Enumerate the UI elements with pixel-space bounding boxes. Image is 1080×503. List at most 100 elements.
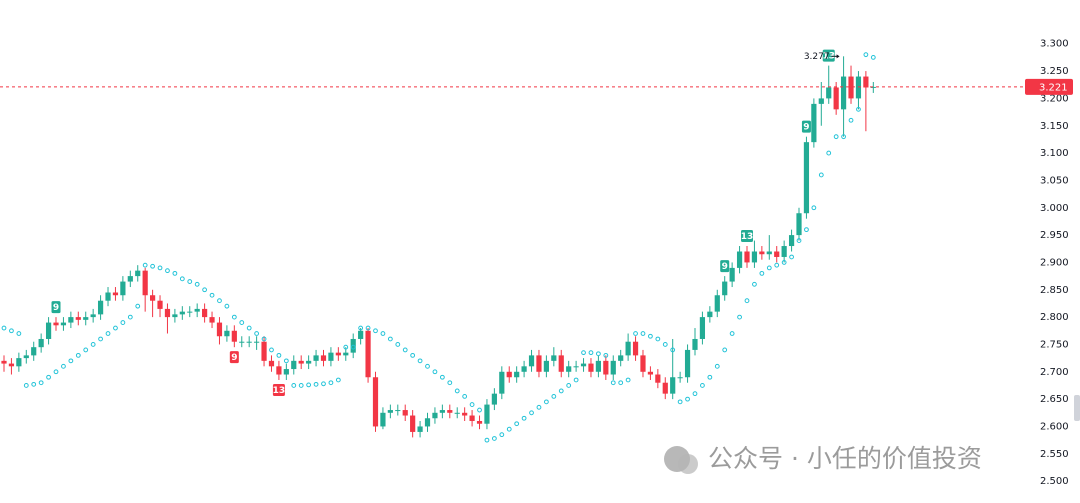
candle-body bbox=[224, 330, 230, 337]
candle-body bbox=[276, 366, 282, 375]
candle-body bbox=[625, 341, 631, 356]
y-tick-label: 2.900 bbox=[1040, 257, 1069, 268]
sar-dot bbox=[804, 227, 809, 233]
candle-body bbox=[380, 412, 386, 427]
sar-dot bbox=[692, 391, 698, 397]
sar-dot bbox=[298, 383, 304, 388]
sar-dot bbox=[870, 55, 876, 60]
sar-dot bbox=[781, 260, 787, 265]
candle-body bbox=[632, 341, 639, 356]
candle-body bbox=[387, 410, 393, 413]
candle-body bbox=[38, 338, 44, 348]
sar-dot bbox=[187, 279, 193, 284]
candle-body bbox=[551, 355, 557, 361]
sar-dot bbox=[521, 415, 527, 421]
candle-body bbox=[618, 355, 624, 361]
candle-body bbox=[31, 347, 37, 356]
sar-dot bbox=[202, 287, 208, 293]
td-badge bbox=[741, 230, 753, 243]
sar-dot bbox=[737, 314, 742, 320]
td-badge bbox=[720, 260, 730, 273]
candle-body bbox=[521, 366, 527, 372]
sar-dot bbox=[566, 383, 572, 388]
candle-body bbox=[714, 295, 720, 312]
sar-dot bbox=[625, 377, 631, 383]
y-tick-label: 3.000 bbox=[1040, 203, 1069, 214]
candle-body bbox=[202, 308, 208, 318]
sar-dot bbox=[335, 377, 341, 383]
sar-dot bbox=[484, 437, 490, 443]
candle-body bbox=[580, 363, 587, 367]
sar-dot bbox=[469, 402, 475, 407]
candle-body bbox=[16, 358, 22, 367]
sar-dot bbox=[454, 388, 460, 394]
sar-dot bbox=[313, 381, 319, 387]
wechat-icon bbox=[678, 454, 698, 474]
candle-body bbox=[372, 377, 379, 427]
candle-body bbox=[194, 308, 200, 312]
td-label: 13 bbox=[741, 232, 754, 242]
candle-body bbox=[283, 369, 289, 375]
sar-dot bbox=[848, 117, 854, 123]
candle-body bbox=[209, 317, 215, 323]
candle-body bbox=[811, 103, 817, 143]
sar-dot bbox=[640, 331, 646, 336]
sar-dot bbox=[105, 331, 111, 336]
candle-body bbox=[254, 341, 260, 343]
candle-body bbox=[499, 371, 505, 394]
candle-body bbox=[536, 355, 542, 372]
td-label: 13 bbox=[822, 52, 835, 62]
candle-body bbox=[818, 98, 824, 104]
sar-dot bbox=[98, 336, 103, 342]
sar-dot bbox=[729, 331, 735, 336]
sar-dot bbox=[633, 331, 638, 336]
sar-dot bbox=[75, 352, 81, 358]
candle-body bbox=[803, 142, 810, 214]
sar-dot bbox=[38, 380, 44, 386]
sar-dot bbox=[343, 344, 349, 350]
scrollbar[interactable] bbox=[1074, 395, 1080, 421]
sar-dot bbox=[766, 265, 772, 271]
candle-body bbox=[722, 281, 728, 296]
sar-dot bbox=[417, 358, 423, 364]
sar-dot bbox=[529, 410, 534, 416]
sar-dot bbox=[209, 292, 215, 298]
sar-dot bbox=[165, 268, 170, 274]
candle-body bbox=[514, 371, 520, 378]
high-arrowhead bbox=[836, 54, 840, 59]
sar-dot bbox=[425, 363, 430, 369]
sar-dot bbox=[744, 298, 750, 304]
candle-body bbox=[343, 352, 349, 356]
sar-dot bbox=[856, 106, 861, 112]
sar-dot bbox=[722, 347, 728, 353]
y-tick-label: 3.100 bbox=[1040, 148, 1069, 159]
sar-dot bbox=[83, 347, 89, 353]
sar-dot bbox=[714, 363, 720, 369]
candle-body bbox=[647, 371, 654, 375]
candle-body bbox=[774, 251, 780, 257]
sar-dot bbox=[276, 352, 282, 358]
sar-dot bbox=[31, 381, 37, 387]
last-price-box bbox=[1025, 78, 1073, 95]
sar-dot bbox=[231, 314, 237, 320]
candle-body bbox=[268, 360, 275, 367]
y-tick-label: 3.300 bbox=[1040, 39, 1069, 50]
sar-dot bbox=[655, 336, 661, 342]
y-tick-label: 2.700 bbox=[1040, 367, 1069, 378]
candle-body bbox=[328, 352, 334, 361]
sar-dot bbox=[291, 383, 297, 388]
sar-dot bbox=[127, 314, 133, 320]
sar-dot bbox=[217, 298, 222, 304]
sar-dot bbox=[543, 399, 549, 405]
candle-body bbox=[23, 355, 29, 359]
y-tick-label: 3.250 bbox=[1040, 66, 1069, 77]
candle-body bbox=[127, 276, 133, 282]
sar-dot bbox=[246, 325, 252, 331]
candle-body bbox=[306, 360, 312, 364]
sar-dot bbox=[135, 303, 141, 309]
sar-dot bbox=[491, 436, 497, 441]
sar-dot bbox=[581, 350, 586, 356]
candle-body bbox=[410, 415, 416, 432]
sar-dot bbox=[120, 320, 126, 325]
